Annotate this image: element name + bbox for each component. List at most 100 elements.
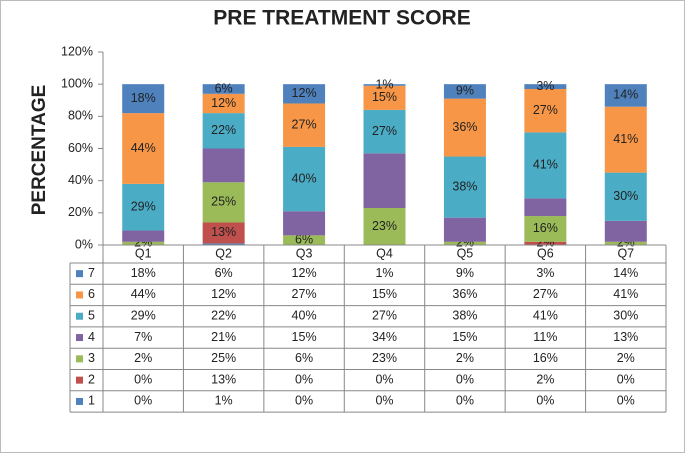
data-label: 12% — [211, 96, 236, 110]
bar-segment — [202, 84, 245, 94]
table-cell: 0% — [456, 372, 474, 386]
table-cell: 15% — [452, 330, 477, 344]
bar-segment — [363, 85, 406, 110]
table-cell: 15% — [372, 287, 397, 301]
data-label: 27% — [533, 103, 558, 117]
x-tick-label: Q3 — [296, 246, 313, 260]
table-cell: 12% — [211, 287, 236, 301]
y-tick-label: 20% — [68, 205, 93, 219]
bar-segment — [363, 84, 406, 86]
legend-swatch — [76, 270, 83, 278]
bar-segment — [604, 241, 647, 245]
legend-swatch — [76, 334, 83, 342]
bar-segment — [443, 241, 486, 245]
data-label: 9% — [456, 84, 474, 98]
y-axis-label: PERCENTAGE — [29, 85, 50, 216]
bar-segment — [202, 113, 245, 149]
data-label: 1% — [375, 77, 393, 91]
table-cell: 6% — [215, 266, 233, 280]
y-tick-label: 120% — [61, 44, 93, 58]
table-cell: 23% — [372, 351, 397, 365]
table-cell: 38% — [452, 309, 477, 323]
data-label: 30% — [613, 189, 638, 203]
y-tick-label: 80% — [68, 109, 93, 123]
legend-label: 7 — [88, 266, 95, 280]
table-cell: 0% — [295, 372, 313, 386]
data-label: 23% — [372, 219, 397, 233]
x-tick-label: Q1 — [135, 246, 152, 260]
table-cell: 1% — [215, 394, 233, 408]
data-label: 14% — [613, 88, 638, 102]
bar-segment — [604, 106, 647, 173]
legend-label: 3 — [88, 351, 95, 365]
bar-segment — [443, 84, 486, 99]
data-label: 41% — [533, 158, 558, 172]
table-cell: 2% — [617, 351, 635, 365]
bar-segment — [363, 208, 406, 245]
y-tick-label: 60% — [68, 141, 93, 155]
table-cell: 11% — [533, 330, 557, 344]
bar-segment — [283, 211, 326, 236]
data-label: 29% — [131, 200, 156, 214]
x-tick-label: Q6 — [537, 246, 554, 260]
data-label: 13% — [211, 225, 236, 239]
table-cell: 2% — [134, 351, 152, 365]
table-cell: 36% — [452, 287, 477, 301]
data-label: 12% — [292, 86, 317, 100]
table-cell: 41% — [533, 309, 558, 323]
bar-segment — [524, 132, 567, 199]
bar-segment — [283, 84, 326, 104]
bar-segment — [604, 220, 647, 242]
y-tick-label: 0% — [75, 237, 93, 251]
table-cell: 0% — [617, 394, 635, 408]
table-cell: 0% — [536, 394, 554, 408]
table-cell: 27% — [292, 287, 317, 301]
table-cell: 9% — [456, 266, 474, 280]
bar-segment — [363, 153, 406, 209]
chart-title: PRE TREATMENT SCORE — [213, 7, 470, 30]
bar-segment — [524, 241, 567, 245]
legend-swatch — [76, 312, 83, 320]
data-label: 18% — [131, 91, 156, 105]
table-cell: 2% — [536, 372, 554, 386]
data-label: 27% — [372, 124, 397, 138]
bar-segment — [202, 182, 245, 223]
table-cell: 25% — [211, 351, 236, 365]
bar-segment — [202, 148, 245, 183]
legend-label: 1 — [88, 394, 95, 408]
table-cell: 18% — [131, 266, 156, 280]
legend-label: 5 — [88, 309, 95, 323]
legend-swatch — [76, 397, 83, 405]
data-label: 36% — [452, 120, 477, 134]
bar-segment — [604, 84, 647, 107]
data-label: 27% — [292, 117, 317, 131]
bar-segment — [202, 222, 245, 244]
legend-swatch — [76, 355, 83, 363]
table-cell: 34% — [372, 330, 397, 344]
data-label: 3% — [536, 79, 554, 93]
bar-segment — [524, 198, 567, 217]
table-cell: 16% — [533, 351, 558, 365]
legend-label: 2 — [88, 372, 95, 386]
data-label: 16% — [533, 221, 558, 235]
x-tick-label: Q4 — [376, 246, 393, 260]
table-cell: 13% — [211, 372, 236, 386]
table-cell: 0% — [295, 394, 313, 408]
table-cell: 13% — [613, 330, 638, 344]
data-label: 44% — [131, 141, 156, 155]
data-label: 6% — [295, 232, 313, 246]
bar-segment — [604, 172, 647, 221]
table-cell: 1% — [375, 266, 393, 280]
bar-segment — [524, 84, 567, 89]
table-cell: 0% — [134, 372, 152, 386]
legend-label: 6 — [88, 287, 95, 301]
data-label: 41% — [613, 132, 638, 146]
bar-segment — [524, 216, 567, 242]
data-label: 40% — [292, 171, 317, 185]
bar-segment — [122, 183, 165, 231]
table-cell: 27% — [372, 309, 397, 323]
bar-segment — [443, 156, 486, 218]
bar-segment — [363, 109, 406, 154]
data-label: 15% — [372, 90, 397, 104]
table-cell: 14% — [613, 266, 638, 280]
